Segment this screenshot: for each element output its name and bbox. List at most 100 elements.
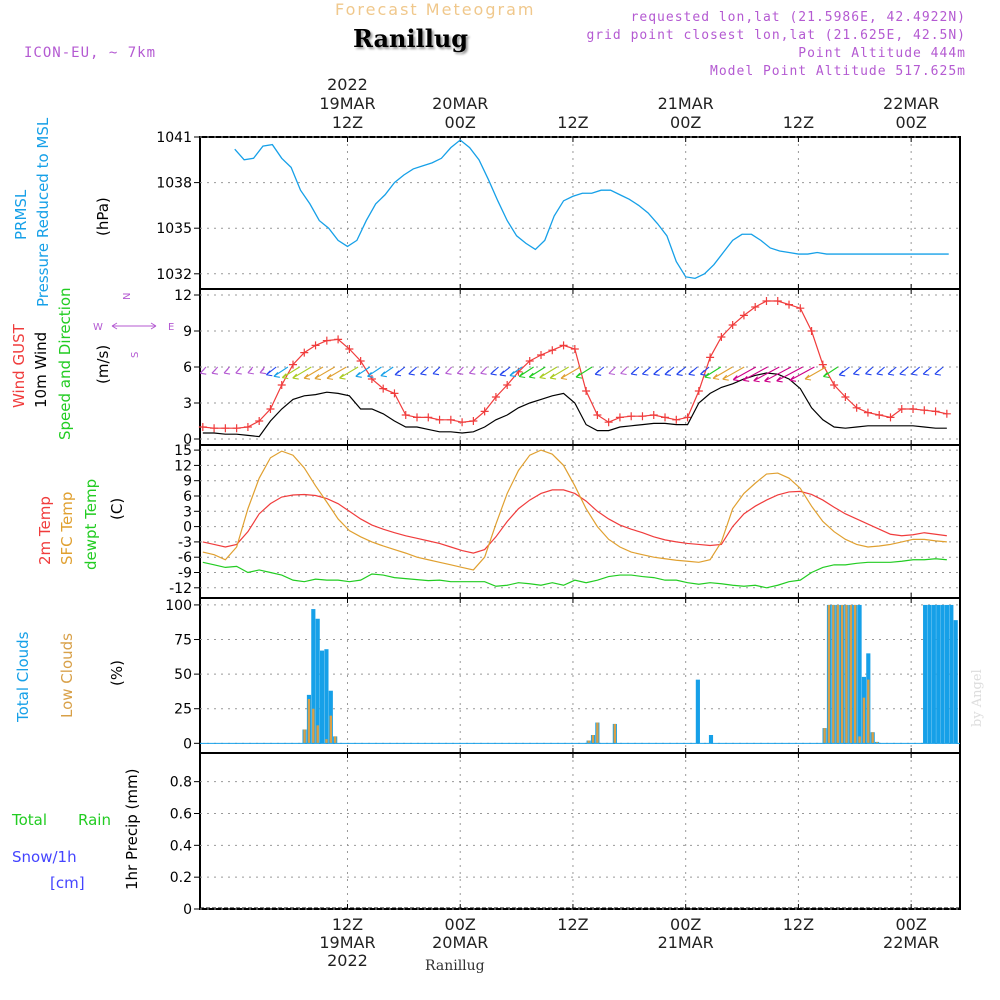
wind-gust-marker	[762, 297, 771, 305]
top-time-label: 00Z	[445, 113, 476, 132]
wind-direction-arrow	[445, 366, 453, 375]
wind-direction-arrow	[199, 366, 207, 375]
top-time-label: 12Z	[557, 113, 588, 132]
chart-subtitle: Forecast Meteogram	[335, 0, 536, 19]
wind-direction-arrow	[865, 366, 874, 376]
bottom-time-label: 2022	[327, 951, 368, 970]
y-tick-label: 1035	[156, 221, 192, 237]
bottom-time-label: 00Z	[445, 915, 476, 934]
wind-direction-arrow	[608, 366, 616, 376]
wind-gust-marker	[525, 357, 534, 365]
y-tick-label: 9	[183, 474, 192, 490]
y-tick-label: 1038	[156, 176, 192, 192]
wind-gust-marker	[367, 375, 376, 383]
wind-direction-arrow	[303, 366, 324, 380]
low-cloud-bar	[867, 679, 870, 744]
low-cloud-bar	[591, 735, 595, 744]
wind-gust-marker	[604, 418, 613, 427]
wind-gust-marker	[897, 405, 906, 413]
wind-gust-marker	[232, 424, 241, 433]
low-cloud-bar	[312, 708, 315, 744]
y-tick-label: 0	[183, 520, 192, 536]
wind-gust-marker	[548, 346, 557, 355]
panel-axis-label: 2m Temp	[36, 496, 54, 565]
wind-direction-arrow	[876, 366, 885, 376]
total-cloud-bar	[931, 604, 936, 744]
point-altitude: Point Altitude 444m	[798, 46, 966, 61]
rose-arrow	[111, 322, 157, 330]
wind-gust-marker	[830, 381, 839, 389]
low-cloud-bar	[845, 604, 848, 744]
wind-gust-marker	[863, 408, 872, 417]
wind-gust-marker	[198, 423, 207, 431]
wind-direction-arrow	[235, 366, 242, 375]
low-cloud-bar	[596, 722, 599, 744]
wind-direction-arrow	[676, 366, 687, 376]
wind-direction-arrow	[549, 366, 569, 380]
total-cloud-bar	[315, 618, 320, 744]
wind-direction-arrow	[265, 366, 277, 377]
wind-direction-arrow	[420, 366, 429, 376]
wind-gust-marker	[537, 351, 546, 359]
wind-direction-arrow	[764, 366, 792, 383]
wind-direction-arrow	[934, 366, 944, 376]
panel-axis-label: Total Clouds	[14, 631, 32, 723]
top-time-label: 21MAR	[658, 94, 714, 113]
wind-gust-marker	[210, 424, 219, 433]
wind-gust-marker	[627, 412, 636, 421]
wind-direction-arrow	[700, 366, 710, 376]
low-cloud-bar	[853, 604, 857, 744]
total-cloud-bar	[319, 650, 325, 744]
wind-gust-marker	[356, 357, 365, 365]
bottom-time-label: 12Z	[332, 915, 363, 934]
y-tick-label: 3	[183, 504, 192, 520]
wind-gust-marker	[570, 345, 579, 353]
wind-gust-line	[202, 300, 947, 429]
low-cloud-bar	[849, 604, 853, 744]
total-cloud-bar	[940, 604, 945, 744]
legend-rain: Rain	[78, 811, 111, 829]
wind-direction-arrow	[641, 366, 651, 376]
panel-axis-label: 10m Wind	[32, 332, 50, 408]
wind-gust-marker	[446, 415, 455, 424]
wind-direction-arrow	[899, 366, 909, 376]
low-cloud-bar	[871, 732, 874, 744]
low-cloud-bar	[333, 736, 337, 744]
wind-direction-arrow	[528, 366, 546, 379]
legend-snow-unit: [cm]	[50, 874, 85, 892]
wind-direction-arrow	[822, 366, 839, 379]
bottom-time-label: 22MAR	[883, 933, 939, 952]
wind-gust-marker	[852, 403, 861, 412]
wind-direction-arrow	[456, 366, 464, 375]
wind-gust-marker	[322, 336, 331, 345]
y-tick-label: 0	[183, 432, 192, 448]
y-tick-label: 6	[183, 489, 192, 505]
wind-direction-arrow	[292, 366, 312, 380]
wind-direction-arrow	[408, 366, 417, 376]
y-tick-label: -6	[178, 550, 192, 566]
wind-gust-marker	[458, 418, 467, 427]
wind-direction-arrow	[314, 366, 335, 381]
total-cloud-bar	[923, 604, 928, 744]
wind-gust-marker	[582, 387, 591, 395]
panel-axis-label: SFC Temp	[58, 492, 76, 565]
wind-gust-marker	[785, 300, 794, 309]
top-time-label: 19MAR	[319, 94, 375, 113]
low-cloud-bar	[316, 725, 319, 744]
model-label: ICON-EU, ~ 7km	[24, 45, 157, 61]
wind-direction-arrow	[339, 366, 359, 380]
panel-axis-label: (C)	[108, 498, 126, 520]
wind-direction-arrow	[355, 366, 371, 378]
y-tick-label: 0.4	[170, 838, 192, 854]
panel-axis-label: (m/s)	[94, 345, 112, 384]
grid-coords: grid point closest lon,lat (21.625E, 42.…	[586, 28, 966, 43]
total-cloud-bar	[936, 604, 941, 744]
total-cloud-bar	[949, 604, 954, 744]
wind-gust-marker	[706, 353, 715, 362]
panel-axis-label: Speed and Direction	[56, 287, 74, 440]
wind-gust-marker	[751, 303, 760, 311]
wind-direction-arrow	[575, 366, 593, 379]
y-tick-label: 12	[174, 458, 192, 474]
y-tick-label: 0	[183, 902, 192, 918]
